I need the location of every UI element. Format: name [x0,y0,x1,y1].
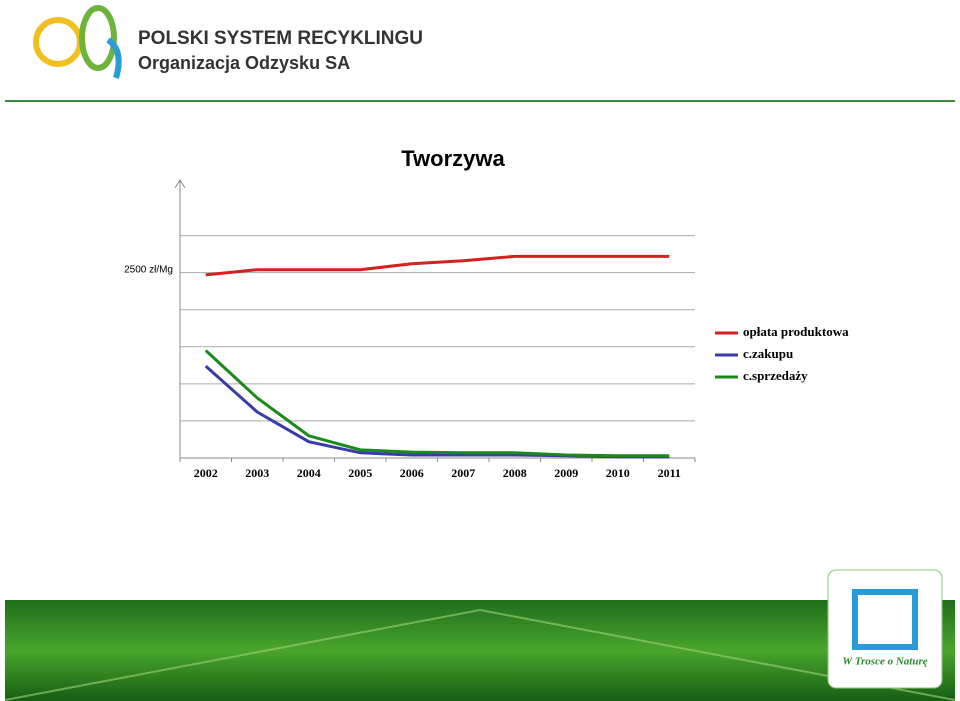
x-tick-label: 2009 [554,466,578,480]
x-tick-label: 2006 [400,466,424,480]
series-line [204,349,670,458]
series-line [205,254,670,277]
logo [33,5,122,79]
header-line2: Organizacja Odzysku SA [138,53,350,73]
x-tick-label: 2002 [194,466,218,480]
chart-title: Tworzywa [401,146,505,171]
x-tick-label: 2011 [658,466,681,480]
x-tick-label: 2003 [245,466,269,480]
leaf-vein [4,608,956,701]
footer-badge-box [827,569,943,689]
x-tick-label: 2005 [348,466,372,480]
badge-icon [852,589,918,650]
legend-label: opłata produktowa [743,324,849,339]
legend-label: c.sprzedaży [743,368,808,383]
x-tick-label: 2010 [606,466,630,480]
y-axis-arrow [174,179,186,189]
x-tick-label: 2008 [503,466,527,480]
footer-badge: W Trosce o Naturę [842,656,927,668]
footer-banner [5,600,955,701]
legend-label: c.zakupu [743,346,793,361]
header-line1: POLSKI SYSTEM RECYKLINGU [138,28,423,49]
x-tick-label: 2004 [297,466,321,480]
chart: 2500 zł/Mg 2002 2003 2004 2005 2006 2007 2008 20… [124,179,849,480]
x-tick-label: 2007 [451,466,475,480]
y-tick-label: 2500 zł/Mg [124,264,173,275]
